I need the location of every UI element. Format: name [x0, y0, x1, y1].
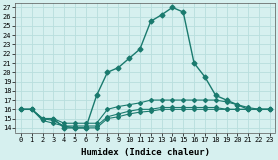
X-axis label: Humidex (Indice chaleur): Humidex (Indice chaleur)	[81, 148, 210, 157]
